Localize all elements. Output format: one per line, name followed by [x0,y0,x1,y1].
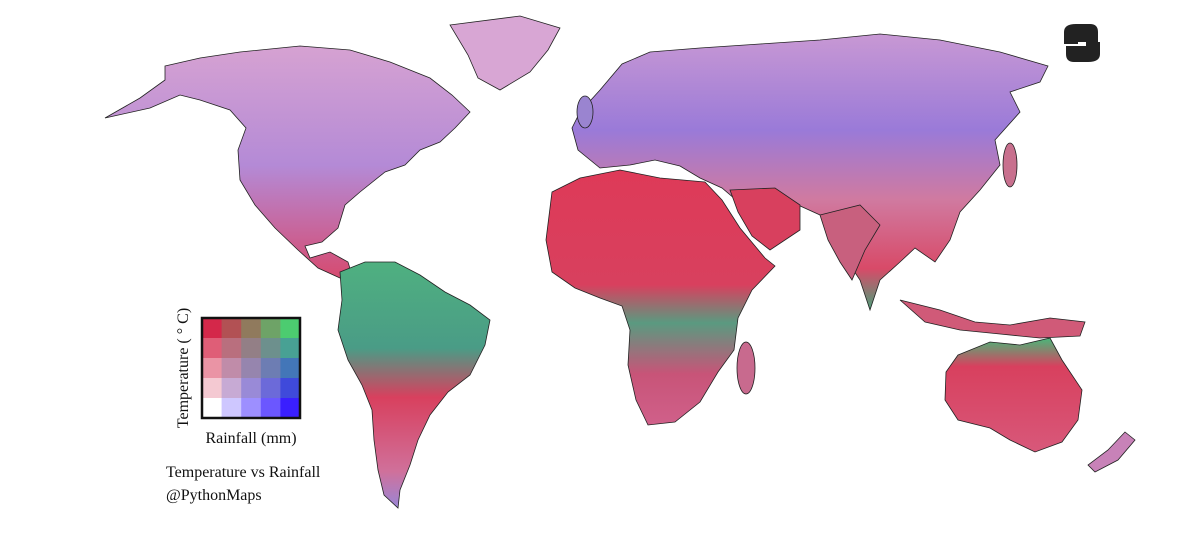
indonesia [899,299,1086,339]
legend: Temperature ( ° C) Rainfall (mm) [175,308,302,447]
caption-credit: @PythonMaps [166,487,262,504]
new-zealand [1087,431,1136,473]
legend-cell [260,358,281,379]
legend-cell [241,378,262,399]
legend-cell [260,338,281,359]
legend-cell [280,398,301,419]
madagascar [736,341,756,395]
legend-cell [221,338,242,359]
legend-cell [260,378,281,399]
legend-cell [202,318,223,339]
eurasia [571,33,1049,312]
legend-cell [260,398,281,419]
legend-cell [221,318,242,339]
logo-bottom [1066,42,1100,62]
greenland [449,15,561,91]
australia [944,337,1083,453]
british-isles [576,95,594,129]
legend-y-label: Temperature ( ° C) [175,308,192,428]
python-logo [1064,24,1100,62]
legend-cell [202,398,223,419]
arabia [729,187,801,251]
legend-cell [202,358,223,379]
caption-title: Temperature vs Rainfall [166,464,321,481]
legend-frame [200,316,302,420]
south-america [337,261,491,509]
legend-cell [280,378,301,399]
africa [545,169,776,426]
legend-cell [280,318,301,339]
legend-cell [260,318,281,339]
logo-top [1064,24,1098,44]
legend-cell [241,398,262,419]
legend-cell [280,358,301,379]
legend-cell [241,358,262,379]
legend-grid [202,318,301,419]
legend-cell [221,398,242,419]
legend-cell [202,378,223,399]
land-masses [104,15,1136,509]
japan [1002,142,1018,188]
india [819,204,881,281]
legend-cell [280,338,301,359]
legend-x-label: Rainfall (mm) [205,430,296,447]
legend-cell [241,318,262,339]
legend-cell [241,338,262,359]
north-america [104,45,471,286]
legend-cell [202,338,223,359]
legend-cell [221,358,242,379]
legend-cell [221,378,242,399]
